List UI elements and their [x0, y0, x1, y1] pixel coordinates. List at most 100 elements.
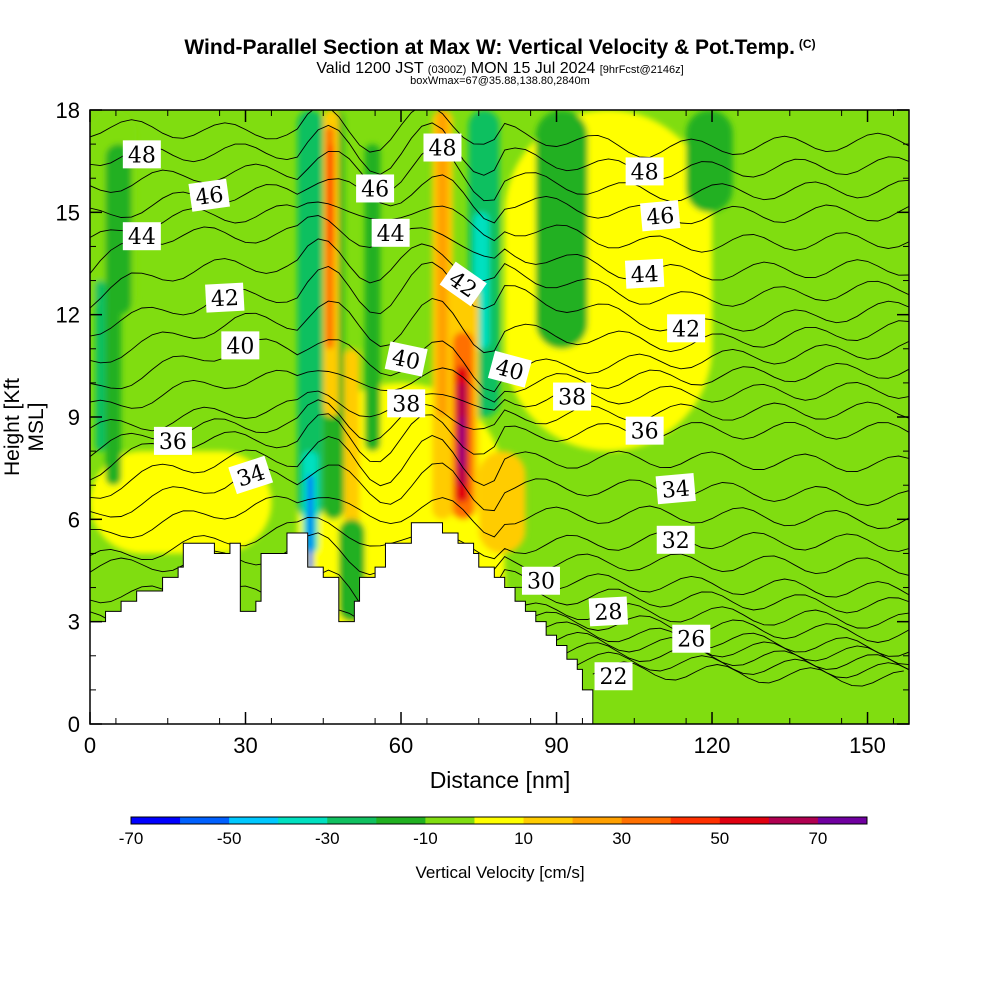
theta-label-text: 46	[194, 182, 225, 211]
theta-contour	[90, 201, 909, 253]
subtitle-valid: Valid 1200 JST	[316, 60, 428, 77]
theta-label: 40	[384, 341, 428, 377]
colorbar-swatch	[523, 817, 574, 824]
theta-label-box	[371, 218, 410, 247]
theta-label: 40	[221, 331, 260, 360]
subtitle-date: MON 15 Jul 2024	[466, 60, 600, 77]
colorbar-tick-label: -30	[315, 829, 340, 848]
theta-contour	[90, 298, 909, 364]
colorbar-swatch	[327, 817, 377, 824]
colorbar-swatch	[180, 817, 230, 824]
theta-label: 46	[640, 200, 681, 232]
theta-label-box	[521, 566, 560, 595]
velocity-cell	[460, 417, 464, 469]
velocity-cell	[478, 451, 526, 554]
y-tick-label: 3	[68, 610, 80, 635]
theta-contour	[90, 146, 909, 202]
theta-label-text: 44	[128, 225, 156, 250]
theta-label-text: 38	[558, 386, 586, 411]
theta-contour	[90, 516, 909, 561]
chart-subtitle-box: boxWmax=67@35.88,138.80,2840m	[410, 75, 590, 87]
colorbar-label: Vertical Velocity [cm/s]	[415, 863, 585, 882]
velocity-cell	[95, 280, 106, 452]
y-tick-label: 12	[56, 303, 80, 328]
theta-label-box	[221, 331, 260, 360]
theta-label-text: 36	[631, 420, 659, 445]
theta-label-box	[423, 133, 462, 162]
theta-contour	[493, 569, 909, 598]
theta-label-text: 42	[210, 286, 239, 312]
theta-label: 36	[625, 416, 664, 445]
theta-label-text: 42	[672, 317, 700, 342]
theta-label-box	[153, 426, 192, 455]
theta-label: 34	[228, 455, 274, 495]
colorbar-tick-label: 30	[612, 829, 631, 848]
theta-label: 38	[387, 389, 426, 418]
theta-label-box	[667, 314, 706, 343]
theta-contour	[90, 215, 909, 281]
theta-contour	[90, 413, 909, 481]
y-tick-label: 0	[68, 712, 80, 737]
theta-label-box	[625, 157, 664, 186]
theta-label: 48	[625, 157, 664, 186]
theta-label-box	[594, 662, 633, 691]
x-tick-label: 120	[694, 733, 731, 758]
theta-contour	[90, 462, 909, 518]
theta-label-text: 44	[630, 262, 659, 288]
theta-label: 48	[122, 140, 161, 169]
theta-label-text: 34	[661, 476, 691, 503]
theta-label: 38	[553, 382, 592, 411]
y-axis-label: Height [Kft MSL]	[1, 377, 48, 477]
theta-label-text: 40	[390, 345, 423, 375]
theta-label: 46	[356, 174, 395, 203]
theta-label-box	[656, 525, 695, 554]
theta-label-text: 48	[428, 137, 456, 162]
theta-label: 42	[205, 282, 245, 313]
velocity-cell	[328, 144, 334, 247]
theta-label: 28	[588, 596, 629, 627]
colorbar-tick-label: 70	[808, 829, 827, 848]
theta-contour	[90, 362, 909, 409]
colorbar-tick-label: -50	[217, 829, 242, 848]
theta-contour	[592, 661, 904, 687]
theta-contour	[525, 602, 909, 629]
theta-label-box	[384, 341, 428, 377]
theta-contour	[90, 238, 909, 309]
theta-label-text: 44	[377, 222, 405, 247]
x-tick-label: 60	[389, 733, 413, 758]
velocity-cell	[437, 110, 448, 417]
theta-label: 22	[594, 662, 633, 691]
x-tick-label: 30	[233, 733, 257, 758]
theta-label: 26	[672, 624, 711, 653]
theta-label-box	[228, 455, 274, 495]
terrain-mask	[90, 522, 594, 724]
theta-contour	[90, 495, 909, 539]
theta-label-box	[122, 222, 161, 251]
y-tick-label: 18	[56, 98, 80, 123]
theta-label-box	[439, 261, 487, 307]
colorbar-frame	[130, 816, 868, 825]
theta-label-text: 46	[645, 204, 675, 231]
colorbar-swatch	[621, 817, 672, 824]
y-tick-label: 15	[56, 200, 80, 225]
theta-contour	[90, 435, 909, 499]
colorbar-swatch	[817, 817, 868, 824]
theta-label: 42	[667, 314, 706, 343]
chart-subtitle: Valid 1200 JST (0300Z) MON 15 Jul 2024 […	[0, 61, 1000, 78]
velocity-cell	[105, 144, 132, 315]
colorbar-tick-label: 50	[710, 829, 729, 848]
colorbar-swatch	[131, 817, 181, 824]
theta-label-box	[553, 382, 592, 411]
theta-label-box	[387, 389, 426, 418]
theta-label: 48	[423, 133, 462, 162]
velocity-cell	[338, 519, 365, 622]
colorbar-tick-label: -10	[413, 829, 438, 848]
colorbar-tick-label: 10	[514, 829, 533, 848]
theta-contour	[90, 122, 909, 180]
theta-label-box	[205, 282, 245, 313]
theta-label: 36	[153, 426, 192, 455]
theta-label-text: 32	[662, 529, 690, 554]
theta-contour	[535, 621, 909, 657]
